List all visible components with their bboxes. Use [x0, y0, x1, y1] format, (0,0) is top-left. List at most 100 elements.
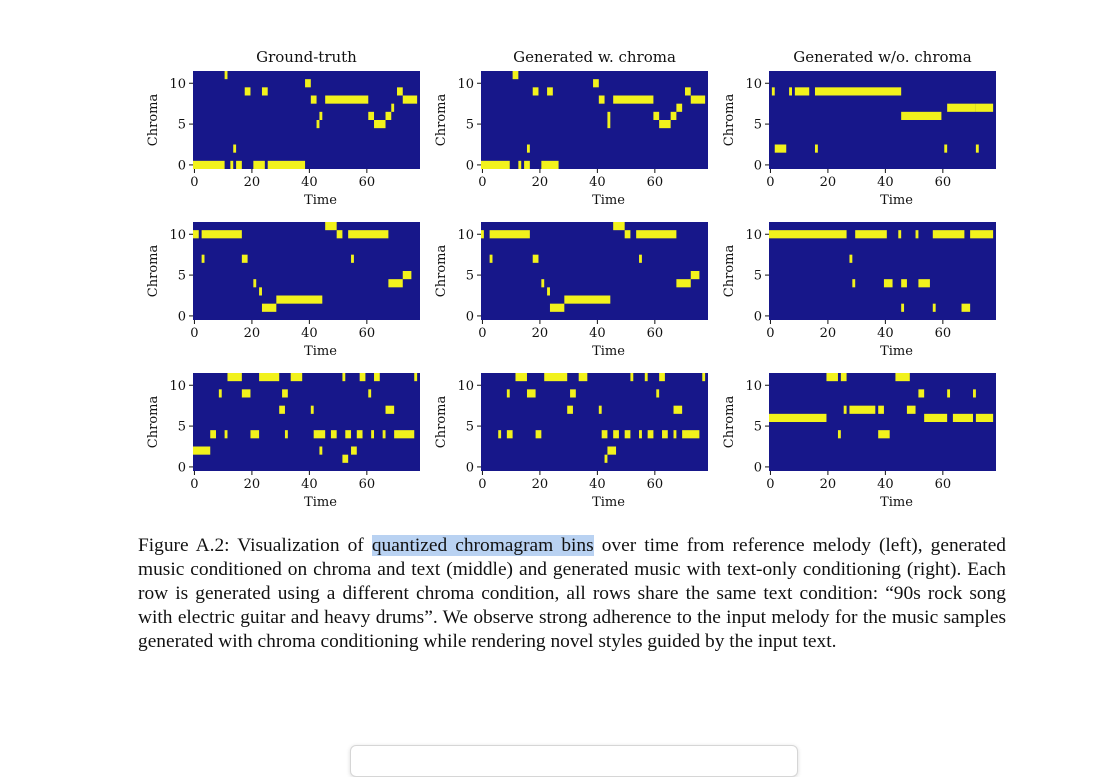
chroma-cell: [636, 230, 677, 239]
x-tick-label: 0: [190, 175, 198, 190]
chroma-cell: [878, 405, 884, 414]
chroma-cell: [578, 373, 588, 382]
chroma-cell: [544, 373, 568, 382]
chroma-cell: [659, 120, 671, 129]
chroma-cell: [250, 430, 260, 439]
chroma-cell: [947, 389, 951, 398]
chroma-cell: [843, 405, 847, 414]
y-tick-label: 0: [466, 158, 474, 173]
chroma-cell: [371, 430, 375, 439]
x-tick-label: 0: [766, 477, 774, 492]
chroma-cell: [769, 230, 847, 239]
chroma-cell: [385, 111, 392, 120]
x-tick-label: 0: [766, 326, 774, 341]
chroma-cell: [593, 79, 599, 88]
chroma-cell: [624, 430, 631, 439]
x-tick-label: 60: [647, 326, 664, 341]
chroma-cell: [901, 279, 907, 288]
chroma-cell: [193, 230, 199, 239]
chroma-cell: [359, 373, 366, 382]
chroma-cell: [402, 271, 412, 280]
chroma-cell: [975, 144, 979, 153]
y-tick-label: 5: [178, 269, 186, 284]
x-tick-label: 20: [820, 175, 837, 190]
x-tick-label: 0: [478, 175, 486, 190]
chroma-cell: [961, 303, 971, 312]
y-tick-label: 10: [169, 228, 186, 243]
chroma-cell: [952, 413, 974, 422]
y-tick-label: 10: [745, 77, 762, 92]
chroma-cell: [975, 413, 994, 422]
chroma-cell: [673, 430, 677, 439]
x-tick-label: 40: [877, 326, 894, 341]
chroma-cell: [771, 87, 775, 96]
x-tick-label: 0: [478, 477, 486, 492]
chroma-cell: [613, 95, 654, 104]
chroma-cell: [837, 430, 841, 439]
y-tick-label: 10: [457, 228, 474, 243]
chroma-cell: [769, 413, 827, 422]
y-tick-label: 10: [745, 228, 762, 243]
chroma-cell: [855, 230, 887, 239]
chroma-cell: [397, 87, 403, 96]
chroma-cell: [290, 373, 303, 382]
panel-title: Generated w. chroma: [513, 48, 676, 66]
x-tick-label: 20: [244, 175, 261, 190]
chroma-cell: [305, 79, 311, 88]
y-tick-label: 10: [169, 379, 186, 394]
viewer-toolbar[interactable]: [350, 745, 798, 777]
x-tick-label: 60: [359, 326, 376, 341]
chroma-cell: [230, 160, 234, 169]
chroma-cell: [639, 430, 642, 439]
chroma-cell: [193, 446, 211, 455]
y-tick-label: 0: [178, 158, 186, 173]
chroma-cell: [241, 254, 248, 263]
chroma-cell: [319, 446, 323, 455]
chroma-cell: [789, 87, 792, 96]
x-axis-label: Time: [880, 344, 913, 359]
chroma-cell: [218, 389, 222, 398]
y-tick-label: 5: [754, 269, 762, 284]
y-tick-label: 5: [466, 118, 474, 133]
x-tick-label: 60: [935, 175, 952, 190]
y-tick-label: 5: [178, 118, 186, 133]
chroma-cell: [236, 160, 242, 169]
chroma-cell: [918, 279, 930, 288]
chroma-cell: [567, 405, 573, 414]
chroma-cell: [653, 111, 660, 120]
chroma-cell: [535, 430, 542, 439]
chroma-cell: [336, 230, 343, 239]
chroma-cell: [814, 87, 902, 96]
chroma-cell: [526, 389, 536, 398]
chroma-cell: [481, 160, 510, 169]
chroma-cell: [670, 111, 677, 120]
x-axis-label: Time: [304, 344, 337, 359]
chroma-cell: [878, 430, 890, 439]
chroma-cell: [883, 279, 893, 288]
chroma-cell: [895, 373, 910, 382]
chroma-cell: [852, 279, 856, 288]
y-axis-label: Chroma: [434, 94, 449, 147]
chroma-cell: [607, 120, 611, 129]
chroma-cell: [414, 373, 418, 382]
chroma-cell: [918, 389, 925, 398]
x-tick-label: 20: [532, 477, 549, 492]
chroma-cell: [973, 389, 976, 398]
chroma-cell: [814, 144, 818, 153]
chroma-cell: [310, 405, 314, 414]
y-tick-label: 5: [754, 420, 762, 435]
x-axis-label: Time: [592, 193, 625, 208]
chroma-cell: [512, 71, 519, 80]
figure: Ground-truth 0 20 40 60 0 5 10 Time Chroma Generat…: [146, 48, 996, 510]
x-tick-label: 0: [766, 175, 774, 190]
chroma-cell: [316, 120, 320, 129]
chroma-cell: [356, 430, 363, 439]
chroma-cell: [932, 230, 965, 239]
x-tick-label: 20: [820, 326, 837, 341]
x-tick-label: 20: [244, 326, 261, 341]
chroma-cell: [924, 413, 948, 422]
chroma-cell: [267, 160, 306, 169]
chroma-cell: [394, 430, 415, 439]
chroma-cell: [970, 230, 994, 239]
